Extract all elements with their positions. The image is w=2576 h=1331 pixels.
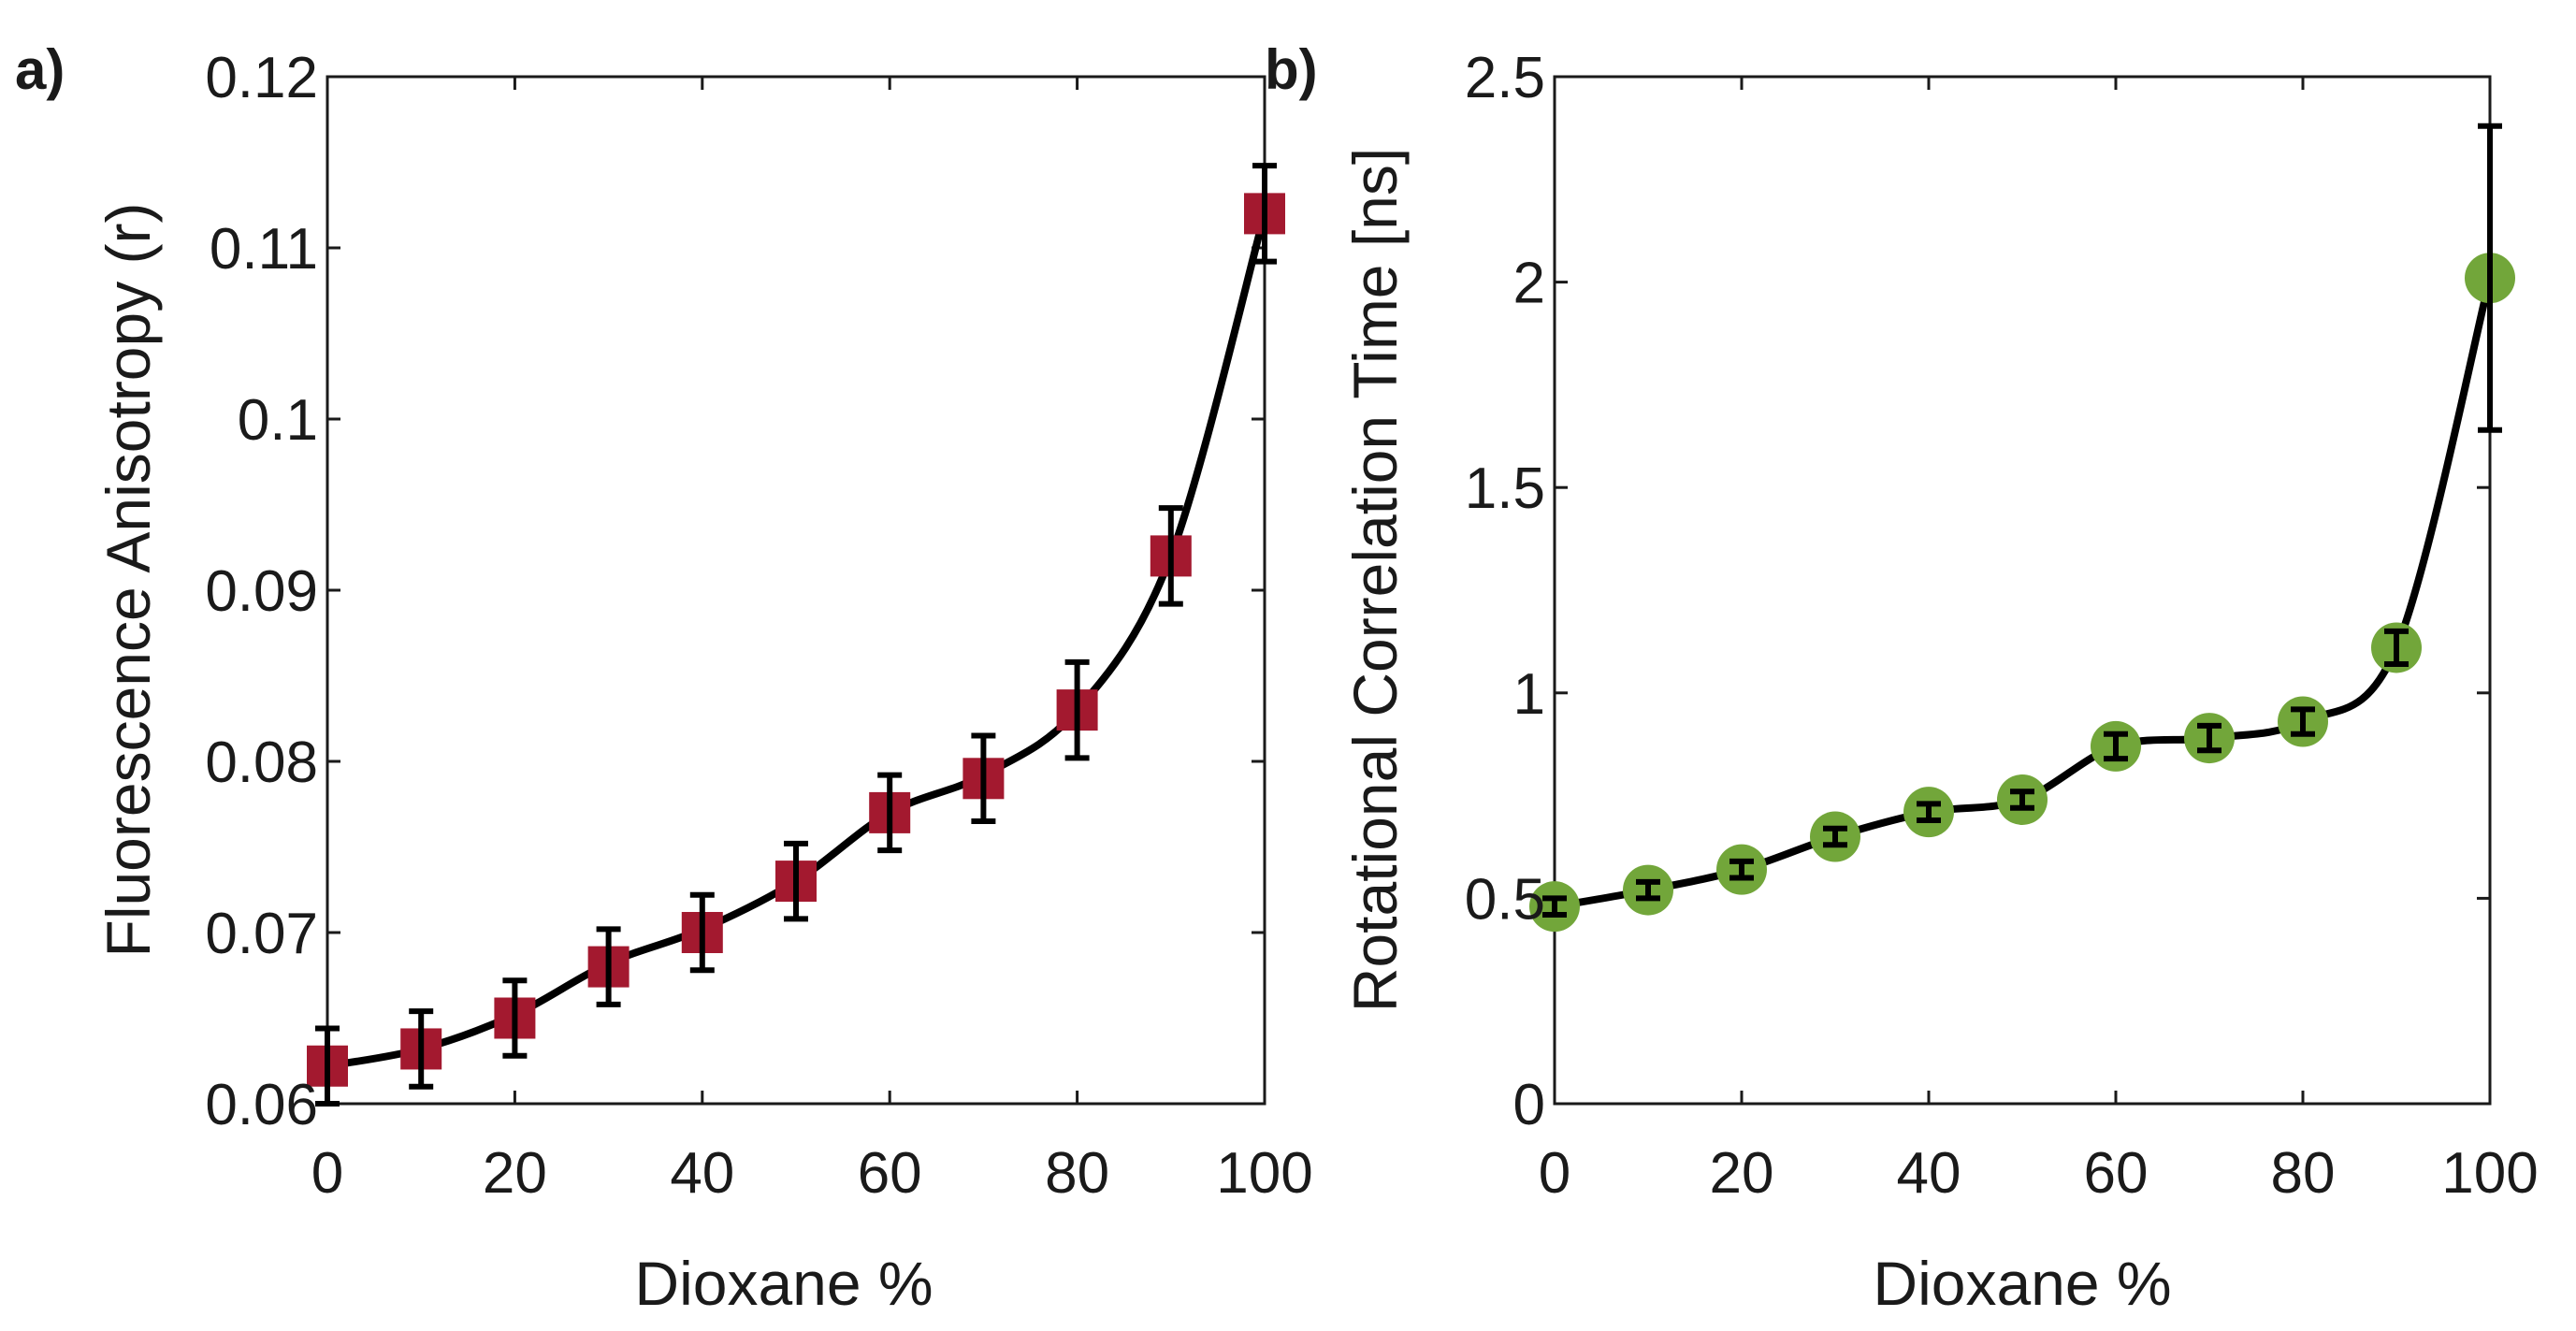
panel-label-a: a)	[15, 38, 65, 101]
y-tick-label: 2.5	[1465, 46, 1545, 110]
error-bar	[1917, 801, 1941, 823]
plot-frame-a	[326, 75, 1266, 1106]
error-bar	[1823, 825, 1847, 848]
error-bar	[1252, 163, 1277, 265]
error-bar	[689, 891, 715, 974]
error-bars-a	[315, 163, 1277, 1107]
error-bar	[784, 840, 808, 922]
panel-label-b: b)	[1265, 38, 1318, 101]
fit-curve-a	[324, 210, 1268, 1070]
x-tick-labels-a: 0 20 40 60 80 100	[311, 1141, 1313, 1206]
error-bar	[409, 1008, 434, 1090]
plot-box-b	[1553, 75, 2492, 1106]
y-axis-label-b: Rotational Correlation Time [ns]	[1340, 148, 1410, 1012]
error-bar	[877, 772, 903, 854]
x-tick-label: 40	[1897, 1141, 1961, 1206]
y-tick-label: 0.5	[1465, 867, 1545, 932]
panel-b: b) 0 20 40 60 80 100 0 0.5 1 1.5 2 2.5 Dioxane % R…	[1265, 38, 2539, 1318]
error-bar	[2478, 123, 2502, 433]
y-tick-labels-b: 0 0.5 1 1.5 2 2.5	[1465, 46, 1545, 1137]
y-tick-label: 0.08	[205, 731, 318, 795]
error-bar	[2104, 731, 2128, 762]
y-axis-label-a: Fluorescence Anisotropy (r)	[94, 203, 163, 958]
data-markers-b	[1529, 253, 2515, 933]
x-tick-label: 60	[2084, 1141, 2149, 1206]
error-bar	[502, 977, 528, 1059]
plot-box-a	[326, 75, 1266, 1106]
data-markers-a	[307, 193, 1285, 1087]
x-axis-label-b: Dioxane %	[1873, 1249, 2171, 1318]
x-tick-label: 0	[1539, 1141, 1570, 1206]
y-tick-label: 0.11	[210, 217, 318, 282]
error-bar	[1158, 505, 1183, 607]
x-tick-label: 80	[1045, 1141, 1109, 1206]
error-bar	[1542, 895, 1567, 918]
error-bar	[971, 732, 996, 825]
x-axis-label-a: Dioxane %	[634, 1249, 933, 1318]
error-bar	[1729, 858, 1754, 881]
y-tick-label: 0.12	[205, 46, 318, 110]
y-tick-label: 0.09	[205, 559, 318, 624]
y-tick-label: 0	[1513, 1073, 1545, 1137]
x-tick-label: 20	[1710, 1141, 1774, 1206]
y-tick-label: 0.06	[205, 1073, 318, 1137]
fit-curve-layer-a	[324, 210, 1268, 1070]
y-tick-label: 0.1	[238, 388, 318, 453]
error-bar	[596, 926, 621, 1007]
y-tick-labels-a: 0.06 0.07 0.08 0.09 0.1 0.11 0.12	[205, 46, 318, 1137]
error-bar	[2384, 628, 2409, 668]
y-tick-label: 2	[1513, 252, 1545, 316]
error-bars-b	[1542, 123, 2502, 918]
y-tick-label: 0.07	[205, 902, 318, 966]
x-tick-label: 0	[311, 1141, 343, 1206]
error-bar	[2291, 706, 2315, 737]
panel-a: a) 0 20 40 60 80 100 0.060.070.080.090.10.110…	[15, 38, 1313, 1318]
error-bar	[2197, 722, 2221, 754]
y-tick-label: 1.5	[1465, 456, 1545, 521]
x-tick-label: 80	[2271, 1141, 2336, 1206]
x-tick-label: 100	[2441, 1141, 2538, 1206]
x-tick-label: 100	[1216, 1141, 1312, 1206]
error-bar	[315, 1025, 340, 1107]
x-tick-label: 60	[858, 1141, 922, 1206]
error-bar	[1636, 878, 1660, 902]
y-tick-label: 1	[1513, 662, 1545, 727]
error-bar	[2010, 788, 2034, 811]
error-bar	[1064, 658, 1090, 761]
plot-frame-b	[1553, 75, 2492, 1106]
x-tick-label: 20	[483, 1141, 547, 1206]
x-tick-label: 40	[670, 1141, 734, 1206]
x-tick-labels-b: 0 20 40 60 80 100	[1539, 1141, 2539, 1206]
